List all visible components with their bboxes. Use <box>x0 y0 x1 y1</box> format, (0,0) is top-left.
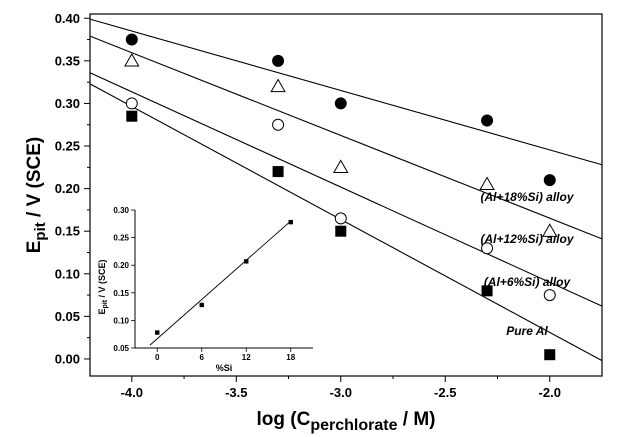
x-axis-title-main: log (C <box>257 409 311 430</box>
fit-line-1 <box>89 35 603 240</box>
x-axis-title-suffix: / M) <box>397 409 435 430</box>
data-point-open-circle <box>125 97 138 110</box>
inset-data-point <box>155 330 160 335</box>
data-point-open-triangle <box>541 223 558 237</box>
inset-y-axis-title-suffix: / V (SCE) <box>97 259 107 300</box>
series-label: (Al+18%Si) alloy <box>480 190 574 204</box>
data-point-filled-circle <box>272 54 285 67</box>
inset-x-tick-label: 12 <box>242 353 251 362</box>
data-point-filled-circle <box>125 33 138 46</box>
inset-fit-line <box>149 220 292 346</box>
data-point-filled-square <box>481 285 493 297</box>
inset-y-tick-label: 0.10 <box>113 316 129 325</box>
inset-y-tick-label: 0.15 <box>113 289 129 298</box>
y-tick-label: 0.40 <box>55 11 80 26</box>
fit-line-2 <box>89 72 603 307</box>
data-point-open-circle <box>543 289 556 302</box>
inset-background <box>134 209 314 349</box>
x-tick-label: -4.0 <box>121 385 143 400</box>
data-point-filled-square <box>126 110 138 122</box>
fit-line-3 <box>89 83 603 362</box>
y-axis-title-suffix: / V (SCE) <box>24 137 45 223</box>
x-tick-label: -3.5 <box>225 385 247 400</box>
inset-y-tick-label: 0.05 <box>113 344 129 353</box>
data-point-filled-square <box>272 166 284 178</box>
data-point-filled-square <box>335 225 347 237</box>
inset-y-axis-title-main: E <box>97 309 107 315</box>
inset-x-tick-label: 18 <box>286 353 295 362</box>
data-point-open-triangle <box>124 52 140 67</box>
inset-data-point <box>199 302 204 308</box>
y-tick-label: 0.05 <box>55 309 80 324</box>
inset-y-axis-title: Epit / V (SCE) <box>97 259 109 314</box>
data-point-open-triangle <box>479 176 495 191</box>
y-tick-label: 0.00 <box>55 351 80 366</box>
inset-y-tick-label: 0.25 <box>113 234 129 243</box>
series-label: (Al+12%Si) alloy <box>480 232 574 246</box>
y-tick-label: 0.30 <box>55 96 80 111</box>
fit-line-0 <box>89 18 603 166</box>
x-tick-label: -3.0 <box>330 385 352 400</box>
x-tick-label: -2.0 <box>539 385 561 400</box>
series-label: Pure Al <box>506 324 548 338</box>
x-axis-title: log (Cperchlorate / M) <box>257 409 436 434</box>
y-tick-label: 0.20 <box>55 181 80 196</box>
y-tick-label: 0.15 <box>55 224 80 239</box>
inset-data-point <box>288 219 293 225</box>
inset-x-axis-title: %Si <box>216 363 233 373</box>
y-axis-title-sub: pit <box>32 222 49 240</box>
y-tick-label: 0.10 <box>55 266 80 281</box>
y-tick-label: 0.25 <box>55 139 80 154</box>
data-point-filled-circle <box>543 174 556 187</box>
data-point-filled-circle <box>481 114 494 127</box>
series-label: (Al+6%Si) alloy <box>484 275 572 289</box>
inset-x-tick-label: 6 <box>200 353 205 362</box>
data-point-filled-square <box>544 349 556 361</box>
y-tick-label: 0.35 <box>55 53 80 68</box>
data-point-open-circle <box>334 212 347 225</box>
x-axis-title-sub: perchlorate <box>310 417 397 434</box>
inset-data-point <box>244 259 249 264</box>
y-axis-title-main: E <box>24 241 45 254</box>
y-axis-title: Epit / V (SCE) <box>24 137 49 254</box>
inset-y-axis-title-sub: pit <box>102 299 109 308</box>
data-point-open-triangle <box>333 159 349 173</box>
data-point-open-triangle <box>270 78 286 93</box>
data-point-open-circle <box>272 118 285 131</box>
inset-y-tick-label: 0.20 <box>113 261 129 270</box>
data-point-open-circle <box>481 242 494 255</box>
inset-y-tick-label: 0.30 <box>113 206 129 215</box>
x-tick-label: -2.5 <box>434 385 456 400</box>
inset-x-tick-label: 0 <box>155 353 160 362</box>
plot-frame <box>89 13 603 377</box>
data-point-filled-circle <box>334 97 347 110</box>
